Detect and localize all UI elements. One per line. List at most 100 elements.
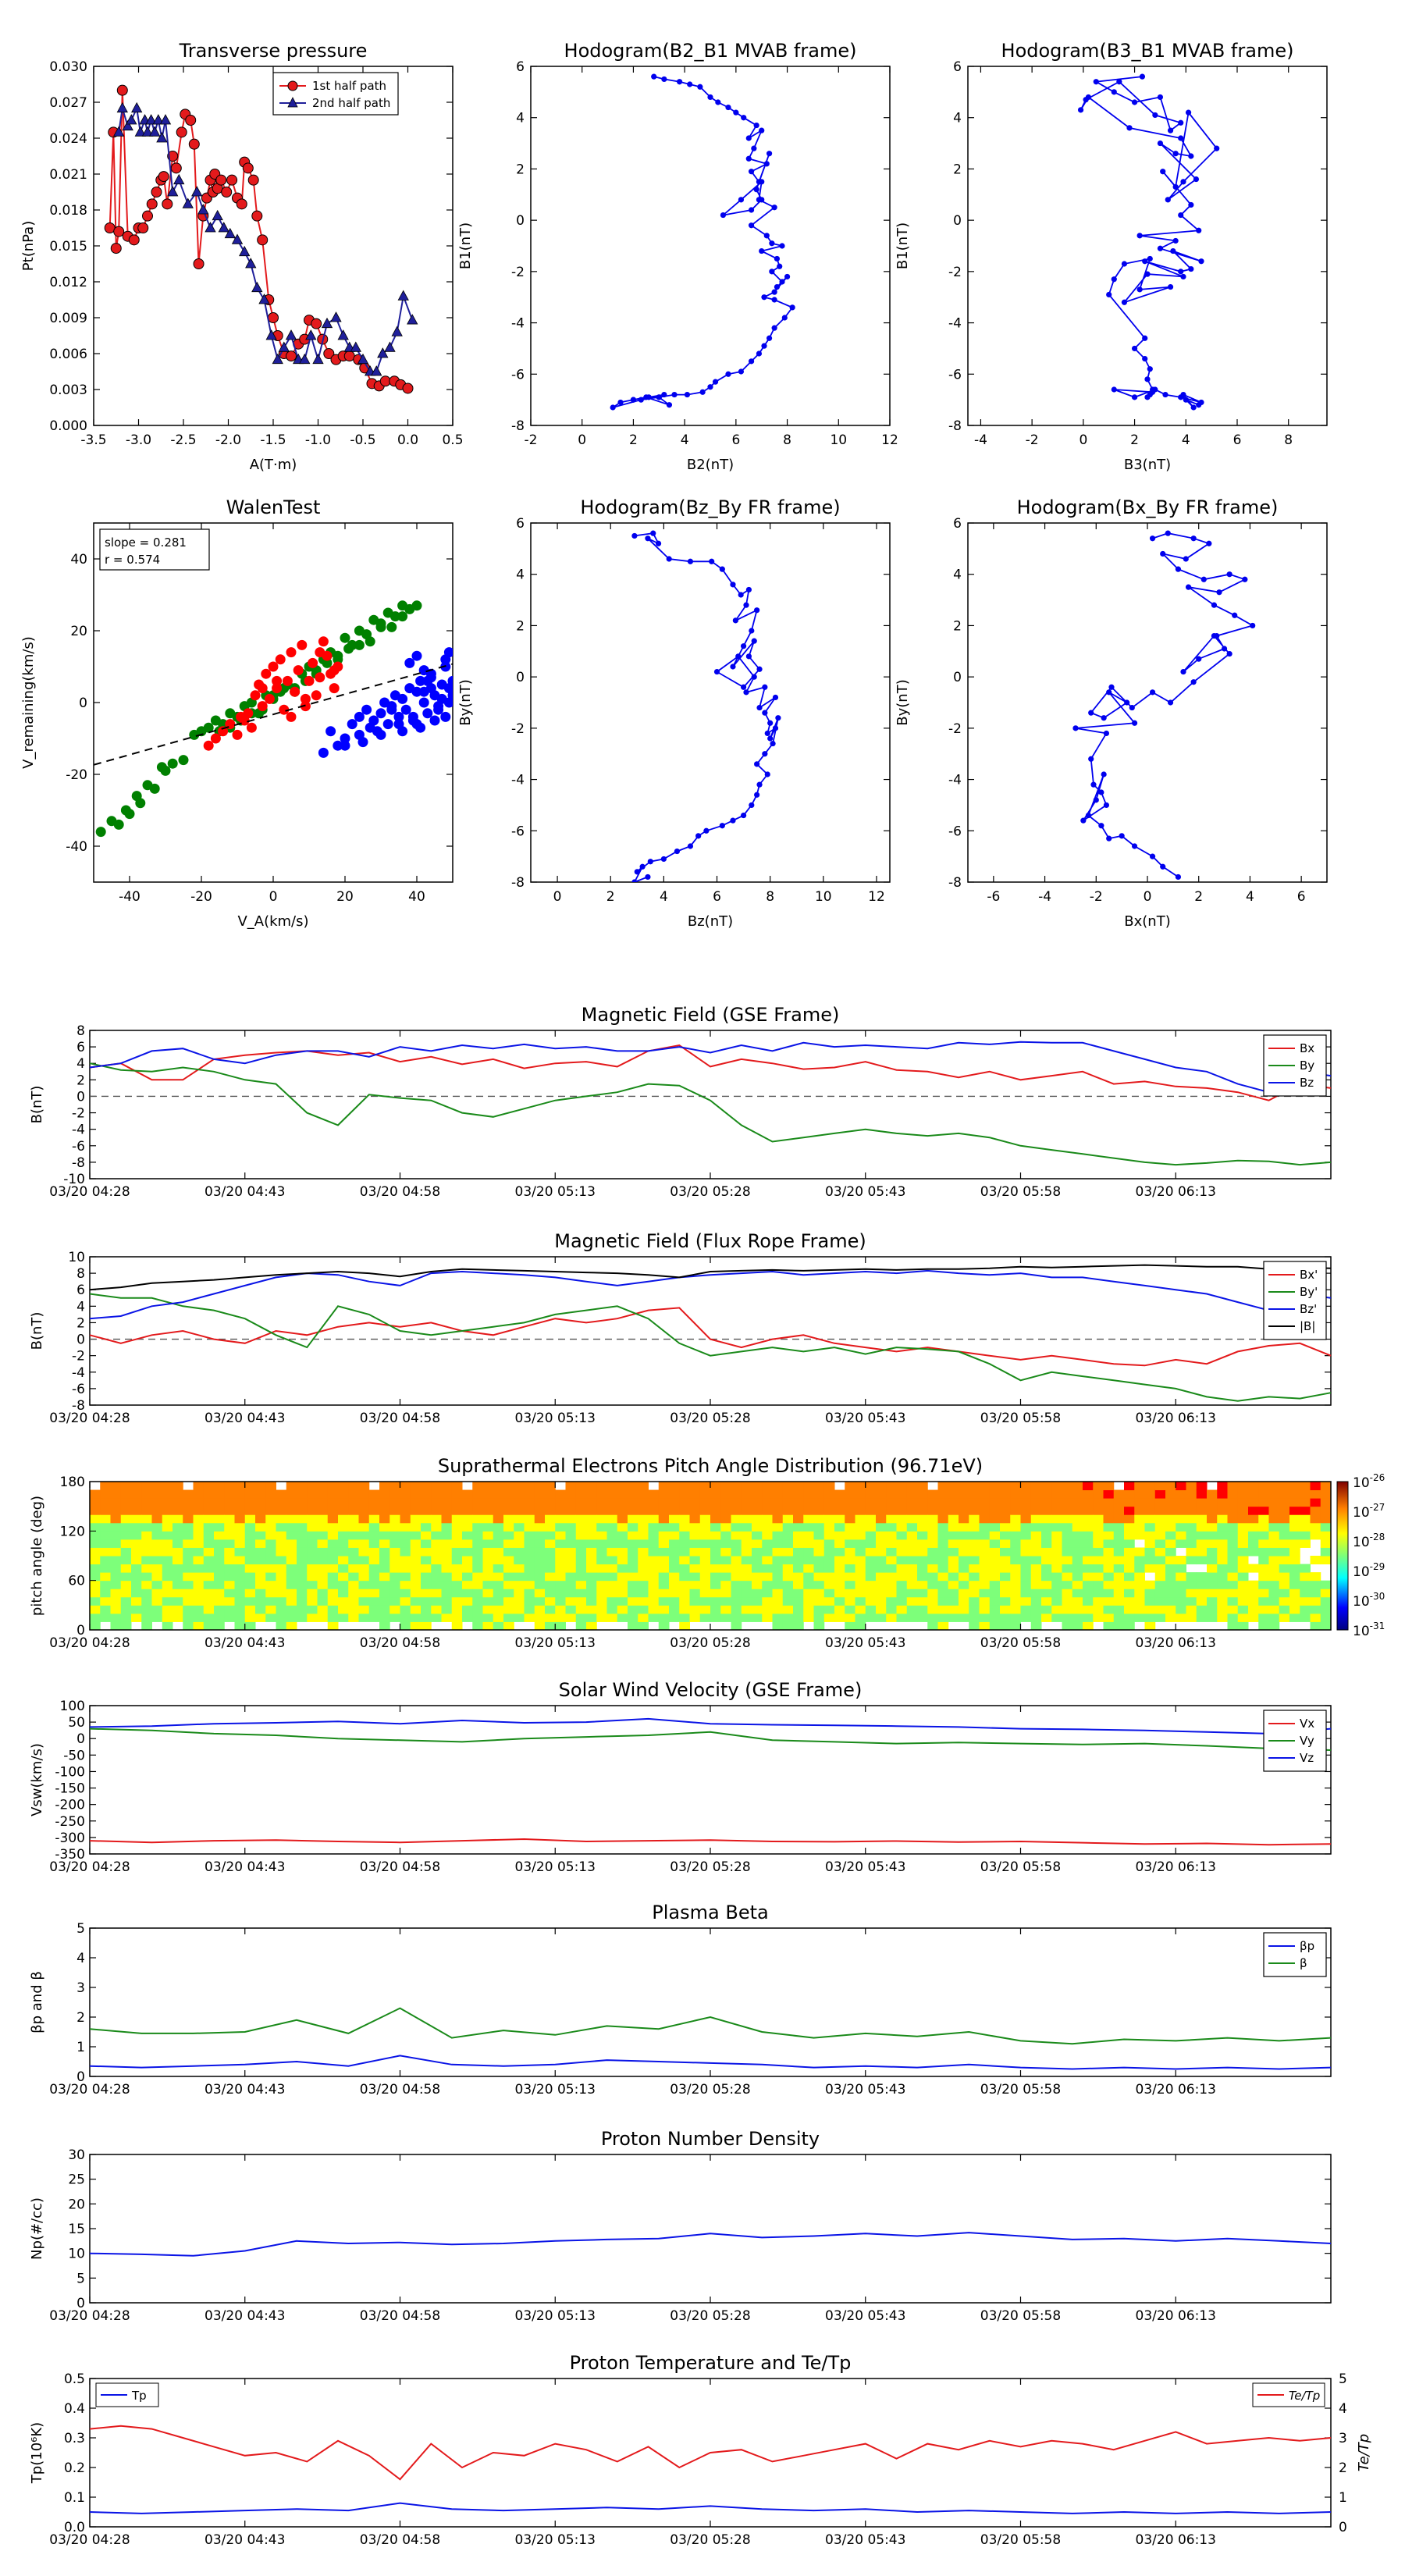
heat-cell: [865, 1580, 877, 1589]
heat-cell: [1030, 1556, 1042, 1565]
heat-cell: [1051, 1482, 1062, 1491]
data-point: [1116, 79, 1122, 85]
heat-cell: [1248, 1564, 1259, 1573]
heat-cell: [120, 1539, 132, 1548]
data-point: [1142, 258, 1148, 265]
heat-cell: [575, 1556, 587, 1565]
heat-cell: [100, 1539, 111, 1548]
heat-cell: [524, 1605, 535, 1614]
heat-cell: [1237, 1589, 1249, 1598]
heat-cell: [265, 1522, 276, 1532]
heat-cell: [1196, 1539, 1208, 1548]
heat-cell: [927, 1621, 938, 1631]
heat-cell: [1000, 1489, 1011, 1499]
heat-cell: [234, 1621, 246, 1631]
heat-cell: [1207, 1564, 1218, 1573]
heat-cell: [679, 1564, 690, 1573]
heat-cell: [1103, 1506, 1115, 1515]
heat-cell: [617, 1531, 628, 1540]
heat-cell: [969, 1613, 980, 1622]
data-point: [639, 863, 646, 870]
heat-cell: [565, 1539, 577, 1548]
y-tick-label: -4: [511, 316, 525, 332]
heat-cell: [514, 1522, 525, 1532]
heat-cell: [141, 1580, 152, 1589]
data-point: [661, 76, 667, 83]
data-point: [1178, 135, 1184, 141]
heat-cell: [1010, 1531, 1021, 1540]
chart-title: Suprathermal Electrons Pitch Angle Distr…: [438, 1455, 983, 1477]
heat-cell: [131, 1498, 142, 1507]
heat-cell: [782, 1596, 794, 1606]
y-tick-label: 0: [76, 2069, 85, 2085]
y-right-tick-label: 3: [1339, 2431, 1347, 2446]
heat-cell: [741, 1613, 752, 1622]
heat-cell: [628, 1580, 638, 1589]
x-tick-label: 03/20 06:13: [1136, 2532, 1216, 2548]
heat-cell: [524, 1613, 535, 1622]
y-tick-label: -8: [948, 875, 962, 891]
data-point: [384, 341, 396, 352]
heat-cell: [689, 1572, 701, 1582]
heat-cell: [855, 1556, 866, 1565]
y-tick-label: 2: [953, 162, 962, 177]
heat-cell: [244, 1514, 256, 1524]
heat-cell: [451, 1531, 463, 1540]
heat-cell: [389, 1596, 400, 1606]
heat-cell: [979, 1596, 991, 1606]
heat-cell: [368, 1580, 380, 1589]
heat-cell: [183, 1506, 194, 1515]
heat-cell: [482, 1522, 494, 1532]
heat-cell: [896, 1539, 908, 1548]
heat-cell: [1289, 1498, 1300, 1507]
heat-cell: [224, 1522, 235, 1532]
plot-frame: [89, 1927, 1332, 2077]
heat-cell: [514, 1613, 525, 1622]
legend-label: Te/Tp: [1289, 2389, 1320, 2403]
data-point: [247, 174, 259, 186]
heat-cell: [545, 1547, 556, 1557]
heat-cell: [1083, 1547, 1094, 1557]
heat-cell: [1248, 1613, 1259, 1622]
heat-cell: [979, 1522, 991, 1532]
heat-cell: [1072, 1605, 1083, 1614]
heat-cell: [451, 1613, 463, 1622]
heat-cell: [1217, 1498, 1228, 1507]
heat-cell: [855, 1572, 866, 1582]
heat-cell: [710, 1506, 721, 1515]
heat-cell: [183, 1564, 194, 1573]
data-point: [1103, 802, 1110, 809]
heat-cell: [297, 1489, 308, 1499]
heat-cell: [1279, 1531, 1290, 1540]
heat-cell: [297, 1596, 308, 1606]
data-point: [261, 668, 272, 679]
heat-cell: [244, 1489, 256, 1499]
heat-cell: [1154, 1489, 1166, 1499]
data-point: [754, 607, 760, 614]
colorbar-label: 10-29: [1353, 1561, 1385, 1580]
heat-cell: [1103, 1605, 1115, 1614]
data-point: [156, 132, 168, 143]
heat-cell: [669, 1539, 680, 1548]
heat-cell: [141, 1596, 152, 1606]
heat-cell: [514, 1482, 525, 1491]
data-point: [299, 353, 311, 365]
y-tick-label: -350: [55, 1847, 85, 1863]
heat-cell: [586, 1621, 597, 1631]
heat-cell: [628, 1556, 638, 1565]
heat-cell: [493, 1596, 504, 1606]
heat-cell: [338, 1580, 349, 1589]
heat-cell: [1051, 1514, 1062, 1524]
heat-cell: [297, 1572, 308, 1582]
heat-cell: [979, 1489, 991, 1499]
heat-cell: [1279, 1482, 1290, 1491]
heat-cell: [286, 1621, 297, 1631]
heat-cell: [1020, 1522, 1032, 1532]
x-tick-label: -0.5: [350, 432, 375, 448]
heat-cell: [255, 1531, 266, 1540]
heat-cell: [214, 1605, 225, 1614]
heat-cell: [876, 1589, 887, 1598]
heat-cell: [720, 1564, 731, 1573]
heat-cell: [534, 1531, 546, 1540]
heat-cell: [1072, 1522, 1083, 1532]
